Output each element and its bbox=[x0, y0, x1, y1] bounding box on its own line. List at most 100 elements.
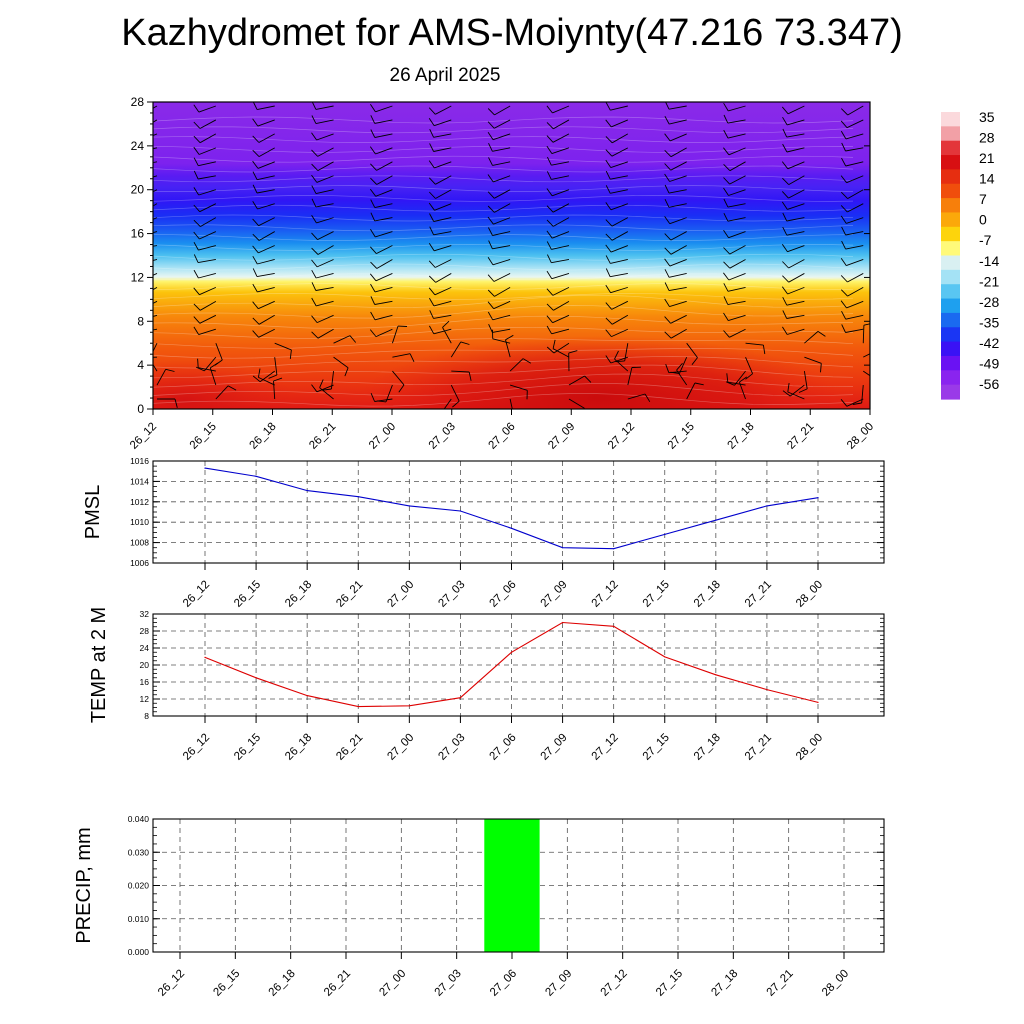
contour-line bbox=[153, 234, 854, 241]
wind-barb-staff bbox=[788, 259, 805, 269]
wind-barb-flag bbox=[664, 184, 670, 194]
series-point bbox=[459, 510, 462, 512]
wind-barb-staff bbox=[787, 203, 805, 210]
panel-ylabel: PMSL bbox=[82, 485, 104, 539]
wind-barb-staff bbox=[153, 105, 158, 109]
panel-frame bbox=[152, 460, 885, 564]
wind-barb-flag bbox=[546, 346, 555, 354]
xtick-label: 27_09 bbox=[539, 732, 570, 763]
cross-xtick-label: 28_00 bbox=[845, 421, 876, 452]
wind-barb-flag bbox=[252, 160, 259, 169]
wind-barb-staff bbox=[258, 147, 275, 157]
wind-barb-flag bbox=[664, 199, 670, 208]
wind-barb-flag bbox=[135, 122, 141, 128]
wind-barb-staff bbox=[668, 189, 687, 194]
wind-barb-staff bbox=[729, 259, 746, 269]
wind-barb-flag bbox=[252, 201, 258, 210]
wind-barb-flag bbox=[442, 320, 450, 328]
wind-barb-flag bbox=[252, 102, 258, 110]
wind-barb-flag bbox=[664, 149, 672, 158]
wind-barb-flag bbox=[252, 171, 258, 180]
wind-barb-flag bbox=[723, 212, 729, 222]
cross-xtick-label: 27_15 bbox=[666, 421, 697, 452]
colorbar-swatch bbox=[941, 183, 960, 199]
wind-barb-flag bbox=[252, 233, 260, 241]
temp-panel: 8 12 16 20 24 28 32 26_12 26_15 26_18 26_21 27_00 27… bbox=[88, 607, 885, 763]
wind-barb-staff bbox=[494, 189, 511, 199]
wind-barb-flag bbox=[452, 400, 460, 408]
wind-barb-staff bbox=[317, 161, 334, 171]
wind-barb-staff bbox=[199, 286, 217, 296]
xtick-label: 26_15 bbox=[232, 579, 263, 610]
wind-barb-staff bbox=[847, 273, 864, 283]
wind-barb-staff bbox=[333, 356, 349, 369]
contour-line bbox=[153, 253, 854, 261]
precip-panel: 0.000 0.010 0.020 0.030 0.040 26_12 26_15 26_18… bbox=[73, 814, 885, 999]
wind-barb-staff bbox=[376, 259, 393, 269]
wind-barb-staff bbox=[199, 133, 217, 144]
wind-barbs bbox=[135, 102, 870, 409]
wind-barb-staff bbox=[450, 341, 462, 358]
colorbar-label: 28 bbox=[979, 130, 995, 146]
wind-barb-flag bbox=[723, 247, 731, 255]
cross-xtick-label: 27_21 bbox=[785, 421, 816, 452]
wind-barb-staff bbox=[385, 384, 393, 403]
wind-barb-staff bbox=[509, 398, 513, 409]
wind-barb-staff bbox=[670, 161, 687, 171]
wind-barb-flag bbox=[487, 289, 495, 297]
wind-barb-flag bbox=[311, 132, 317, 141]
wind-barb-staff bbox=[611, 133, 629, 144]
wind-barb-staff bbox=[668, 286, 687, 292]
wind-barb-staff bbox=[215, 343, 223, 361]
cross-xtick-label: 27_03 bbox=[427, 421, 458, 452]
wind-barb-flag bbox=[841, 240, 847, 250]
xtick-label: 27_12 bbox=[590, 579, 621, 610]
wind-barb-staff bbox=[551, 175, 570, 180]
wind-barb-staff bbox=[256, 189, 275, 194]
wind-barb-staff bbox=[434, 286, 452, 296]
wind-barb-flag bbox=[723, 296, 729, 305]
colorbar-swatch bbox=[941, 112, 960, 127]
ytick-label: 1016 bbox=[130, 456, 149, 466]
series-point bbox=[306, 489, 308, 492]
cross-xtick-label: 27_00 bbox=[367, 421, 398, 452]
wind-barb-flag bbox=[252, 255, 258, 265]
wind-barb-staff bbox=[317, 147, 334, 157]
wind-barb-flag bbox=[311, 163, 319, 171]
wind-barb-staff bbox=[551, 189, 570, 197]
wind-barb-flag bbox=[135, 218, 141, 225]
wind-barb-flag bbox=[227, 385, 237, 391]
wind-barb-staff bbox=[492, 245, 511, 250]
wind-barb-staff bbox=[551, 272, 570, 280]
wind-barb-flag bbox=[193, 231, 200, 240]
wind-barb-flag bbox=[487, 216, 494, 225]
wind-barb-flag bbox=[762, 345, 766, 355]
contour-line bbox=[153, 273, 854, 281]
wind-barb-staff bbox=[788, 273, 805, 283]
wind-barb-staff bbox=[315, 272, 334, 279]
contour-line bbox=[153, 244, 854, 251]
wind-barb-staff bbox=[845, 147, 864, 152]
wind-barb-staff bbox=[786, 231, 805, 236]
wind-barb-flag bbox=[135, 206, 141, 212]
wind-barb-flag bbox=[522, 358, 532, 364]
wind-barb-flag bbox=[723, 147, 730, 156]
wind-barb-flag bbox=[782, 116, 788, 126]
wind-barb-flag bbox=[429, 325, 435, 335]
contour-line bbox=[153, 263, 854, 271]
wind-barb-staff bbox=[258, 314, 275, 325]
wind-barb-flag bbox=[428, 242, 435, 252]
wind-barb-staff bbox=[727, 133, 746, 139]
wind-barb-staff bbox=[391, 325, 399, 344]
wind-barb-staff bbox=[433, 133, 452, 138]
wind-barb-flag bbox=[376, 400, 387, 403]
wind-barb-flag bbox=[428, 117, 435, 126]
wind-barb-flag bbox=[252, 268, 258, 277]
wind-barb-staff bbox=[442, 327, 452, 344]
wind-barb-staff bbox=[734, 370, 746, 386]
wind-barb-flag bbox=[195, 366, 205, 372]
wind-barb-staff bbox=[670, 314, 687, 324]
wind-barb-staff bbox=[198, 105, 217, 113]
wind-barb-flag bbox=[193, 146, 200, 155]
wind-barb-flag bbox=[605, 233, 613, 241]
